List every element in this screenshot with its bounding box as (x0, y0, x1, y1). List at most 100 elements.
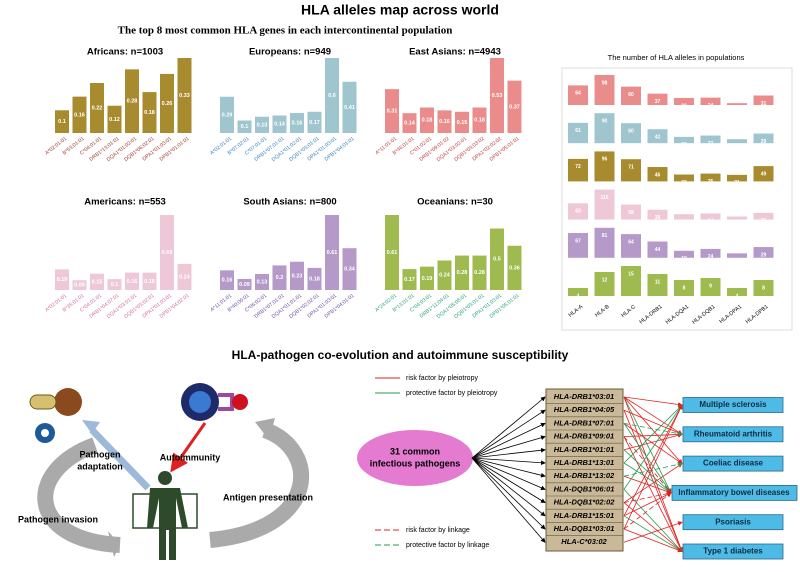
value-label: 46 (655, 172, 661, 178)
disease-link (623, 489, 683, 553)
bar (90, 273, 104, 290)
value-label: 4 (736, 293, 739, 299)
allele-label: HLA-DRB1*09:01 (554, 432, 614, 441)
category-label: HLA-DPA1 (719, 304, 744, 325)
disease-link (623, 396, 683, 435)
presentation-label: Antigen presentation (223, 492, 313, 502)
legend-label: protective factor by pleiotropy (406, 390, 498, 397)
allele-label: HLA-DRB1*03:01 (554, 392, 614, 401)
disease-box (682, 543, 784, 560)
bar (307, 111, 322, 133)
disease-link (623, 436, 672, 494)
value-label: 0.22 (92, 105, 103, 111)
bar (568, 203, 588, 220)
value-label: 72 (575, 164, 581, 170)
value-label: 0.33 (179, 93, 190, 99)
value-label: 8 (762, 285, 765, 291)
bar (72, 280, 87, 290)
panel-title: Oceanians: n=30 (417, 197, 493, 208)
pathogen-icon (29, 394, 57, 410)
value-label: 90 (602, 119, 608, 125)
bar (325, 215, 339, 290)
bar (647, 209, 668, 220)
value-label: 0.18 (422, 118, 433, 124)
legend-label: protective factor by linkage (406, 542, 489, 549)
disease-link (623, 463, 683, 503)
value-label: 8 (683, 285, 686, 291)
value-label: 0.5 (493, 257, 501, 263)
bar (90, 83, 104, 133)
value-label: 64 (628, 239, 634, 245)
panel-title: Europeans: n=949 (249, 47, 331, 58)
disease-link (623, 433, 683, 451)
bar (594, 151, 615, 182)
bar (727, 288, 747, 296)
value-label: 0.16 (74, 112, 85, 118)
pathogen-link (471, 457, 546, 466)
pathogen-link (471, 457, 546, 543)
disease-label: Multiple sclerosis (699, 400, 767, 409)
value-label: 0.17 (404, 277, 415, 283)
value-label: 0.37 (509, 104, 520, 110)
bar (385, 215, 399, 290)
pathogen-label: infectious pathogens (370, 458, 461, 468)
value-label: 0.13 (257, 279, 268, 285)
value-label: 21 (734, 180, 740, 186)
bar (727, 253, 747, 258)
count-panel (561, 67, 793, 331)
bar (568, 158, 588, 182)
bar (727, 103, 747, 105)
receptor (218, 393, 234, 411)
bar (342, 81, 357, 133)
allele-label: HLA-DQB1*02:02 (554, 498, 616, 507)
disease-label: Rheumatoid arthritis (694, 429, 773, 438)
value-label: 0.1 (111, 282, 119, 288)
value-label: 31 (761, 101, 767, 107)
value-label: 0.6 (328, 93, 336, 99)
cycle-arrow (209, 422, 309, 548)
allele-label: HLA-DRB1*13:01 (554, 458, 614, 467)
value-label: 0.09 (239, 282, 250, 288)
value-label: 0.18 (144, 110, 155, 116)
adaptation-head (82, 420, 100, 434)
bar (700, 135, 721, 144)
bar (177, 58, 192, 133)
value-label: 0.36 (509, 265, 520, 271)
panel-title: Africans: n=1003 (87, 47, 163, 58)
bar (753, 212, 774, 220)
value-label: 0.1 (58, 119, 66, 125)
bar (420, 266, 434, 290)
bar (621, 266, 641, 296)
bar (647, 241, 668, 258)
disease-link (623, 404, 683, 530)
value-label: 15 (628, 271, 634, 277)
value-label: 67 (575, 238, 581, 244)
bar (621, 86, 641, 105)
adaptation-label: adaptation (77, 461, 123, 471)
bar (177, 263, 192, 290)
invasion-label: Pathogen invasion (18, 514, 98, 524)
disease-link (623, 436, 683, 553)
pathogen-icon (54, 388, 82, 416)
bar (107, 279, 122, 290)
value-label: 44 (655, 247, 661, 253)
value-label: 0.61 (387, 250, 398, 256)
bar (402, 269, 417, 290)
torso-box (132, 493, 198, 529)
bar (490, 58, 504, 133)
bar (237, 278, 252, 290)
bar (255, 274, 269, 290)
bar (255, 116, 269, 133)
value-label: 23 (708, 141, 714, 147)
bar (272, 115, 287, 133)
bar (700, 213, 721, 220)
disease-link (623, 492, 672, 530)
bar (290, 113, 304, 133)
disease-link (623, 475, 672, 494)
pathogen-link (471, 435, 546, 459)
bar (420, 107, 434, 133)
value-label: 0.16 (439, 119, 450, 125)
value-label: 0.29 (222, 112, 233, 118)
disease-link (623, 409, 683, 435)
disease-link (623, 396, 683, 407)
